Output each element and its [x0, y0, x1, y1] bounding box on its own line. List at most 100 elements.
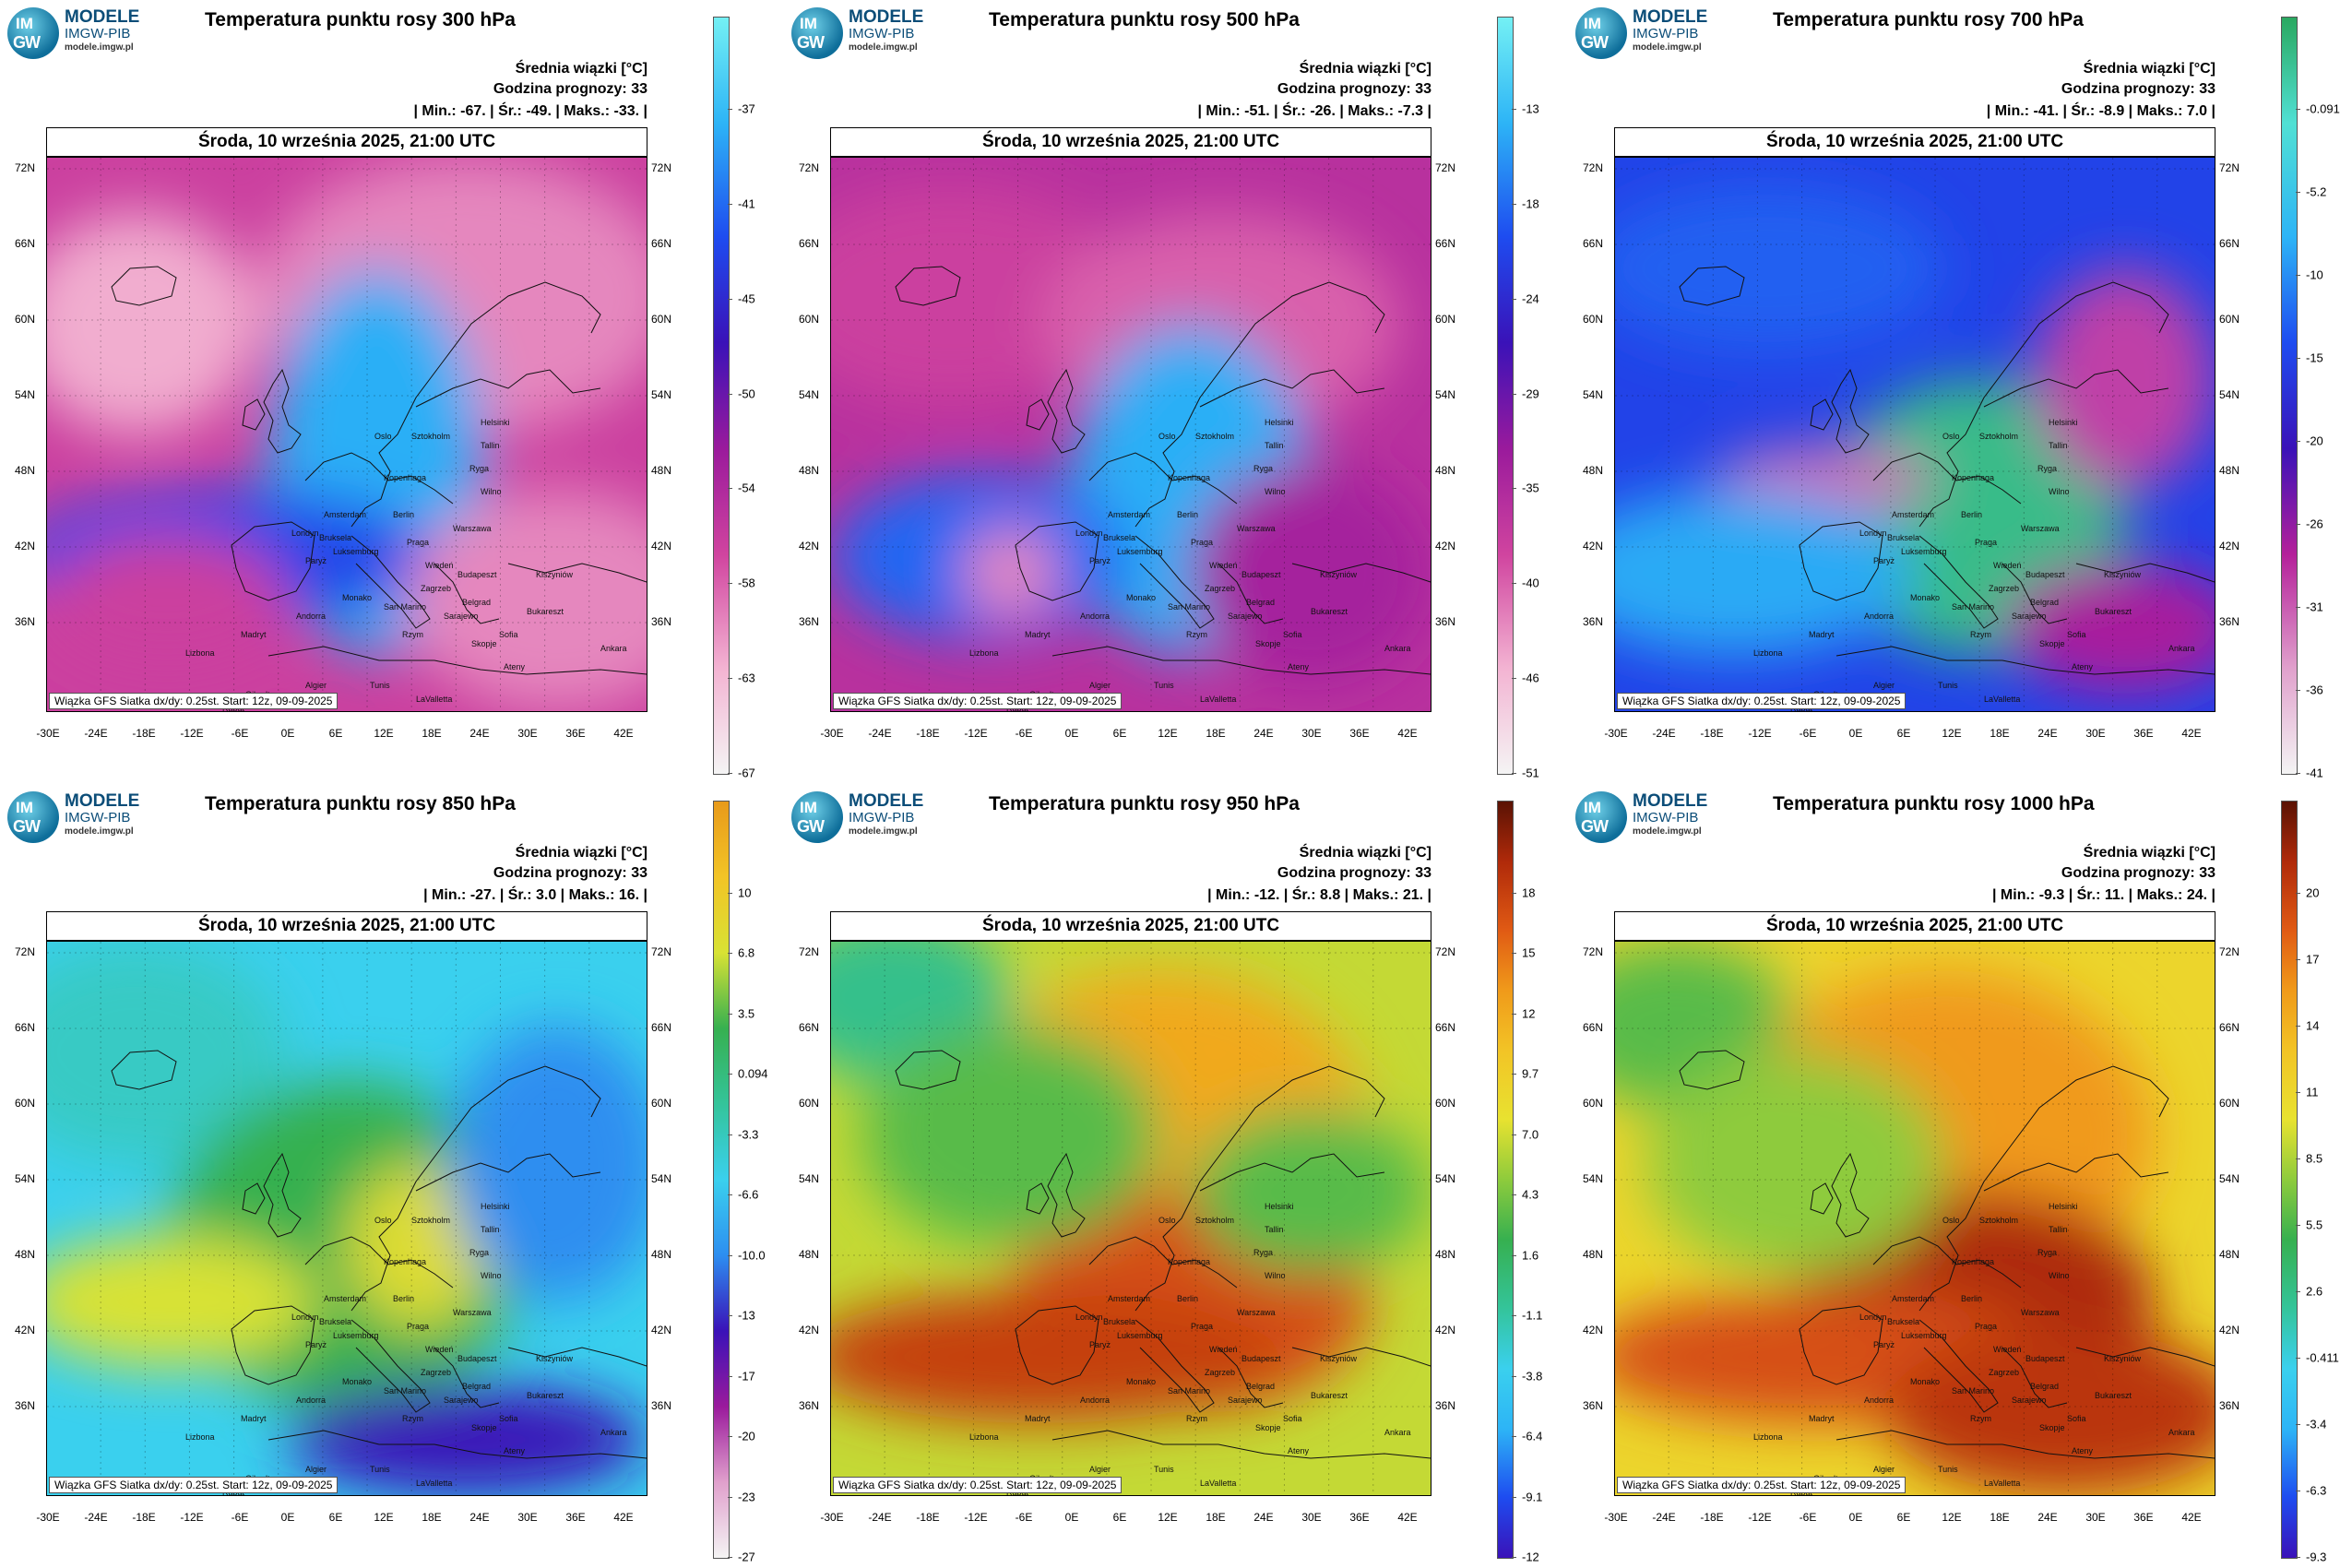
model-footer: Wiązka GFS Siatka dx/dy: 0.25st. Start: … — [1617, 1477, 1907, 1493]
mean-unit-label: Średnia wiązki [°C] — [2083, 845, 2215, 861]
lon-label: 36E — [2133, 1511, 2154, 1524]
logo-text: MODELE IMGW-PIB modele.imgw.pl — [65, 792, 139, 837]
city-label: Budapeszt — [1241, 1354, 1281, 1363]
city-label: Bruksela — [1887, 1317, 1919, 1326]
colorbar-tick-mark — [1512, 678, 1516, 680]
colorbar-tick-label: -9.3 — [2306, 1550, 2327, 1564]
valid-date: Środa, 10 września 2025, 21:00 UTC — [46, 911, 647, 941]
forecast-hour: Godzina prognozy: 33 — [1277, 865, 1431, 881]
city-label: Budapeszt — [1241, 570, 1281, 579]
lon-label: 36E — [1349, 727, 1370, 740]
model-footer: Wiązka GFS Siatka dx/dy: 0.25st. Start: … — [49, 693, 339, 709]
city-label: Belgrad — [1246, 1382, 1275, 1391]
city-label: Londyn — [1075, 529, 1103, 538]
coastline — [1199, 1153, 1385, 1192]
city-label: Berlin — [393, 510, 414, 519]
city-label: Bruksela — [1103, 533, 1135, 542]
logo-icon-bottom: GW — [13, 817, 41, 836]
imgw-logo: IM GW MODELE IMGW-PIB modele.imgw.pl — [791, 790, 948, 845]
coastline — [1679, 1050, 1745, 1090]
field-blob — [1645, 1052, 1945, 1274]
city-label: Sarajewo — [2012, 1396, 2047, 1405]
lat-label-left: 60N — [1583, 1097, 1604, 1110]
city-label: Luksemburg — [1901, 1331, 1947, 1340]
city-label: Paryż — [1873, 556, 1895, 565]
coastline — [1872, 1236, 2022, 1289]
lat-label-right: 36N — [2219, 615, 2240, 628]
colorbar-tick-label: -35 — [1522, 481, 1539, 495]
lon-label: -30E — [1604, 1511, 1628, 1524]
lon-label: -24E — [84, 1511, 108, 1524]
city-label: Warszawa — [1237, 524, 1276, 533]
lon-label: -12E — [180, 727, 204, 740]
colorbar-tick-label: -51 — [1522, 766, 1539, 780]
lat-label-right: 66N — [2219, 1021, 2240, 1034]
city-label: Belgrad — [462, 598, 491, 607]
colorbar-tick-label: -63 — [738, 671, 755, 685]
lon-label: 42E — [613, 727, 634, 740]
coastline — [1810, 1182, 1834, 1215]
coastline — [1835, 646, 2215, 675]
imgw-logo: IM GW MODELE IMGW-PIB modele.imgw.pl — [1575, 6, 1732, 61]
lat-label-left: 48N — [1583, 1248, 1604, 1261]
city-label: Lizbona — [185, 1432, 215, 1442]
city-label: Oslo — [374, 432, 392, 441]
colorbar-tick-mark — [2296, 192, 2300, 193]
logo-icon-bottom: GW — [1581, 817, 1609, 836]
model-footer: Wiązka GFS Siatka dx/dy: 0.25st. Start: … — [49, 1477, 339, 1493]
city-label: Bruksela — [319, 533, 351, 542]
coastline — [895, 1050, 961, 1090]
field-blob — [1615, 490, 1915, 656]
lon-label: 12E — [1158, 1511, 1178, 1524]
colorbar-tick-label: -37 — [738, 101, 755, 116]
map-panel: IM GW MODELE IMGW-PIB modele.imgw.pl Temperat… — [0, 784, 784, 1568]
logo-line2: IMGW-PIB — [1633, 810, 1699, 826]
colorbar-tick-label: 11 — [2306, 1085, 2319, 1099]
lon-label: -6E — [1015, 1511, 1033, 1524]
logo-icon-bottom: GW — [797, 33, 825, 52]
colorbar-tick-label: -41 — [2306, 766, 2323, 780]
lon-label: 6E — [328, 1511, 343, 1524]
city-label: Kiszyniów — [536, 570, 574, 579]
logo-text: MODELE IMGW-PIB modele.imgw.pl — [1633, 792, 1707, 837]
city-label: Tunis — [1938, 1465, 1958, 1474]
city-label: Sofia — [2067, 1414, 2086, 1423]
city-label: Sarajewo — [444, 1396, 479, 1405]
city-label: Sztokholm — [1195, 432, 1234, 441]
city-label: Berlin — [1961, 1294, 1982, 1303]
city-label: Kiszyniów — [536, 1354, 574, 1363]
lat-label-right: 60N — [1435, 313, 1456, 326]
colorbar-tick-mark — [1512, 298, 1516, 300]
colorbar-tick-label: -6.3 — [2306, 1483, 2327, 1498]
colorbar-tick-mark — [2296, 1158, 2300, 1159]
dewpoint-map: Oslo Sztokholm Helsinki Tallin Ryga Wilno Kope… — [46, 157, 647, 712]
lat-label-left: 36N — [799, 1399, 820, 1412]
city-label: Helsinki — [481, 418, 510, 427]
city-label: Praga — [1191, 1322, 1213, 1331]
city-label: Londyn — [1075, 1313, 1103, 1322]
colorbar-tick-mark — [728, 1074, 732, 1075]
city-label: Ryga — [469, 464, 489, 473]
colorbar-tick-mark — [2296, 1424, 2300, 1425]
city-label: Wilno — [481, 1271, 502, 1280]
city-label: Algier — [1873, 1465, 1895, 1474]
lat-label-right: 48N — [1435, 464, 1456, 477]
colorbar-tick-mark — [2296, 109, 2300, 110]
colorbar-tick-label: -1.1 — [1522, 1308, 1543, 1323]
coastline — [304, 452, 454, 505]
forecast-hour: Godzina prognozy: 33 — [493, 81, 647, 97]
coastline — [2075, 563, 2215, 583]
city-label: Zagrzeb — [421, 584, 451, 593]
lat-label-right: 54N — [2219, 1172, 2240, 1185]
colorbar-tick-label: -20 — [738, 1429, 755, 1443]
city-label: Algier — [305, 1465, 327, 1474]
city-label: Paryż — [1089, 556, 1111, 565]
lon-label: 24E — [2037, 1511, 2058, 1524]
city-label: Sarajewo — [444, 612, 479, 621]
city-label: Tunis — [1938, 681, 1958, 690]
stats-line: | Min.: -51. | Śr.: -26. | Maks.: -7.3 | — [1197, 103, 1431, 119]
lat-label-left: 60N — [799, 313, 820, 326]
city-label: Monako — [342, 593, 372, 602]
lon-label: 36E — [565, 727, 586, 740]
